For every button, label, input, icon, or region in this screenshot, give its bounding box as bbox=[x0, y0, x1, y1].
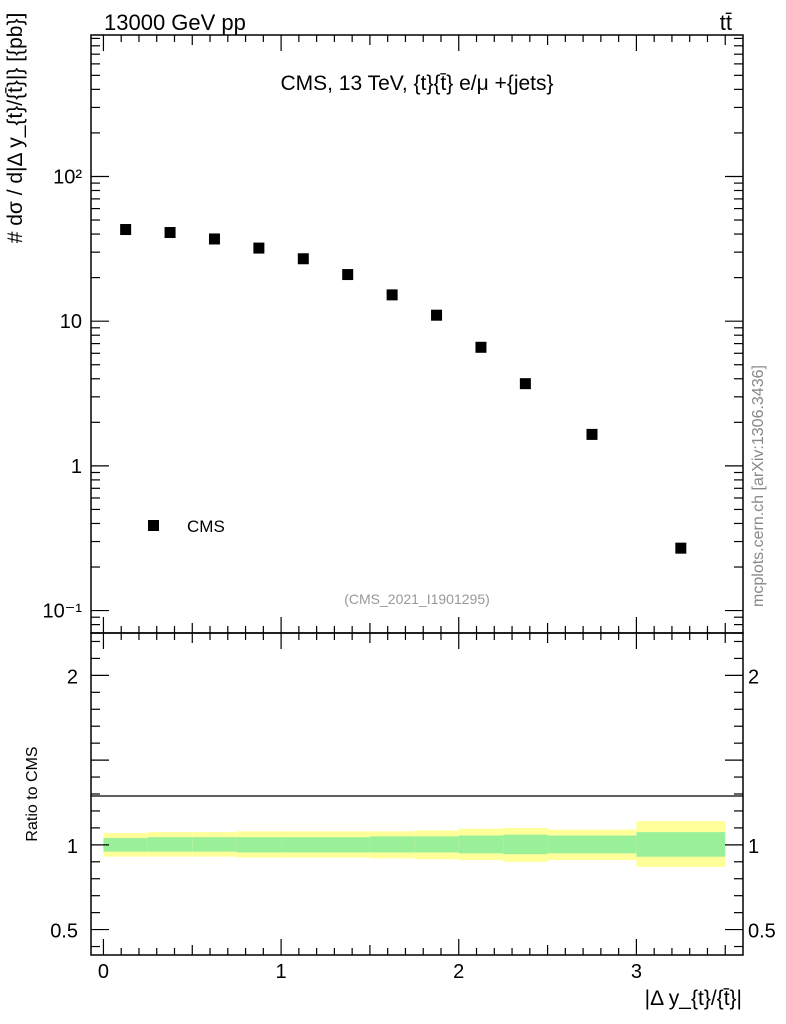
data-point-3 bbox=[253, 242, 265, 254]
inner-band-9 bbox=[503, 834, 548, 855]
x-tick-label: 2 bbox=[453, 961, 464, 983]
ratio-tick-label-left: 2 bbox=[67, 666, 78, 688]
legend: CMS bbox=[148, 517, 225, 536]
inner-band-10 bbox=[547, 835, 637, 854]
x-axis-label: |Δ y_{t}/{t̄}| bbox=[645, 987, 742, 1010]
inner-band-7 bbox=[414, 836, 459, 853]
inner-band-1 bbox=[147, 837, 193, 852]
inner-band-5 bbox=[325, 837, 370, 853]
data-point-1 bbox=[164, 227, 176, 239]
y-tick-label: 10² bbox=[53, 166, 82, 188]
main-panel-frame bbox=[90, 34, 744, 634]
y-tick-label: 10 bbox=[60, 311, 82, 333]
inner-band-0 bbox=[103, 838, 148, 852]
y-axis-label: # dσ / d|Δ y_{t}/{t̄}|} [{pb}] bbox=[4, 13, 27, 244]
y-tick-label: 1 bbox=[71, 456, 82, 478]
data-points bbox=[120, 224, 687, 554]
y-tick-label: 10⁻¹ bbox=[43, 601, 83, 623]
main-panel: 10⁻¹ 1 10 10² CMS, 13 TeV, {t}{t̄} e/μ +{je… bbox=[43, 34, 744, 634]
x-tick-label: 0 bbox=[98, 961, 109, 983]
data-point-8 bbox=[475, 341, 487, 353]
watermark: mcplots.cern.ch [arXiv:1306.3436] bbox=[750, 365, 767, 607]
analysis-id: (CMS_2021_I1901295) bbox=[344, 591, 490, 607]
ratio-tick-labels: 0.5 0.5 1 1 2 2 bbox=[50, 666, 776, 942]
x-tick-label: 3 bbox=[631, 961, 642, 983]
data-point-0 bbox=[120, 224, 132, 236]
ratio-tick-label-left: 0.5 bbox=[50, 921, 78, 943]
data-point-9 bbox=[519, 378, 531, 390]
uncertainty-bands bbox=[103, 821, 726, 867]
legend-marker-cms bbox=[148, 520, 159, 531]
inner-band-2 bbox=[192, 837, 237, 852]
ratio-tick-label-right: 0.5 bbox=[748, 921, 776, 943]
process-label: tt̄ bbox=[720, 10, 732, 35]
x-tick-labels: 0 1 2 3 bbox=[98, 961, 642, 983]
ratio-tick-label-right: 2 bbox=[748, 666, 759, 688]
y-tick-labels: 10⁻¹ 1 10 10² bbox=[43, 166, 83, 622]
main-axis-ticks bbox=[91, 35, 743, 634]
ratio-panel-frame bbox=[90, 632, 744, 956]
data-point-10 bbox=[586, 428, 598, 440]
data-point-4 bbox=[297, 253, 309, 265]
data-point-7 bbox=[431, 309, 443, 321]
data-point-6 bbox=[386, 289, 398, 301]
ratio-panel: 0.5 0.5 1 1 2 2 0 1 2 3 bbox=[50, 632, 776, 983]
ratio-tick-label-right: 1 bbox=[748, 836, 759, 858]
inner-band-11 bbox=[636, 832, 726, 857]
energy-label: 13000 GeV pp bbox=[104, 10, 246, 35]
inner-band-8 bbox=[458, 835, 504, 854]
data-point-5 bbox=[342, 269, 354, 281]
ratio-tick-label-left: 1 bbox=[67, 836, 78, 858]
legend-label-cms: CMS bbox=[187, 517, 225, 536]
inner-band-4 bbox=[281, 837, 326, 853]
ratio-axis-label: Ratio to CMS bbox=[24, 746, 41, 841]
inner-band-6 bbox=[369, 836, 415, 853]
x-tick-label: 1 bbox=[276, 961, 287, 983]
ratio-axis-ticks bbox=[91, 633, 743, 955]
data-point-2 bbox=[208, 233, 220, 245]
inner-band-3 bbox=[236, 837, 282, 853]
data-point-11 bbox=[675, 542, 687, 554]
chart-title: CMS, 13 TeV, {t}{t̄} e/μ +{jets} bbox=[280, 72, 553, 95]
